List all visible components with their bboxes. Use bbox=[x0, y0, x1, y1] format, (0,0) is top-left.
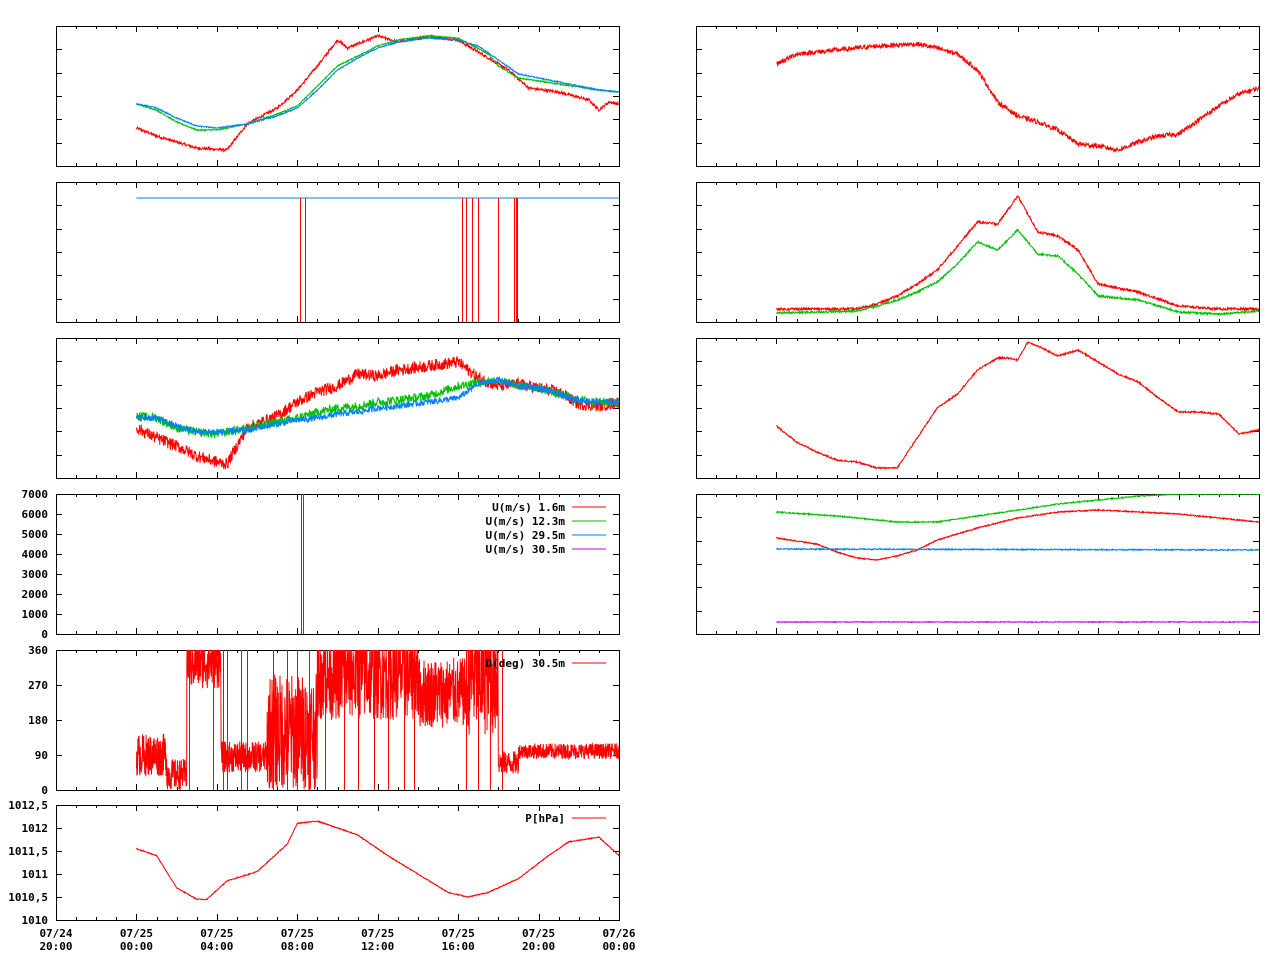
x-tick-time: 20:00 bbox=[39, 940, 72, 953]
plot-frame bbox=[696, 26, 1260, 167]
legend-label: U(m/s) 29.5m bbox=[486, 529, 566, 542]
y-tick-label: 0 bbox=[41, 628, 48, 641]
y-tick-label: 1011 bbox=[22, 868, 49, 881]
series-line bbox=[776, 507, 1259, 561]
y-tick-label: 3000 bbox=[22, 568, 49, 581]
series-group bbox=[776, 494, 1259, 624]
panel-r1 bbox=[696, 26, 1260, 167]
y-tick-label: 1010 bbox=[22, 914, 49, 927]
x-tick-time: 00:00 bbox=[602, 940, 635, 953]
panel-r4 bbox=[696, 494, 1260, 635]
y-tick-label: 6000 bbox=[22, 508, 49, 521]
x-tick-date: 07/25 bbox=[442, 927, 475, 940]
y-tick-label: 1011,5 bbox=[8, 845, 48, 858]
x-tick-time: 08:00 bbox=[281, 940, 314, 953]
series-line bbox=[135, 376, 619, 436]
legend-label: D(deg) 30.5m bbox=[486, 657, 566, 670]
series-line bbox=[776, 620, 1259, 624]
panel-l3 bbox=[56, 338, 620, 479]
x-tick-date: 07/25 bbox=[522, 927, 555, 940]
panel-l1 bbox=[56, 26, 620, 167]
panel-l4: 0 1000 2000 3000 4000 5000 6000 7000 U(m/s) 1.6m… bbox=[22, 488, 620, 641]
y-tick-label: 1010,5 bbox=[8, 891, 48, 904]
x-tick-time: 04:00 bbox=[200, 940, 233, 953]
legend-label: P[hPa] bbox=[525, 812, 565, 825]
y-tick-label: 1012,5 bbox=[8, 799, 48, 812]
plot-frame bbox=[56, 182, 620, 323]
series-line bbox=[776, 41, 1259, 153]
series-line bbox=[135, 33, 619, 154]
y-tick-label: 1012 bbox=[22, 822, 49, 835]
series-line bbox=[136, 820, 619, 901]
series-line bbox=[135, 34, 619, 132]
series-group bbox=[135, 650, 619, 790]
panel-r3 bbox=[696, 338, 1260, 479]
legend-label: U(m/s) 30.5m bbox=[486, 543, 566, 556]
series-line bbox=[135, 650, 619, 790]
panel-l5: 0 90 180 270 360 D(deg) 30.5m bbox=[28, 644, 620, 797]
series-group bbox=[136, 820, 619, 901]
x-tick-time: 20:00 bbox=[522, 940, 555, 953]
series-group bbox=[135, 33, 619, 154]
series-group bbox=[776, 341, 1259, 470]
series-group bbox=[776, 41, 1259, 153]
y-tick-label: 360 bbox=[28, 644, 48, 657]
y-tick-label: 7000 bbox=[22, 488, 49, 501]
legend-label: U(m/s) 1.6m bbox=[492, 501, 565, 514]
x-tick-date: 07/25 bbox=[120, 927, 153, 940]
x-tick-time: 12:00 bbox=[361, 940, 394, 953]
y-tick-label: 2000 bbox=[22, 588, 49, 601]
plot-frame bbox=[696, 182, 1260, 323]
y-tick-label: 5000 bbox=[22, 528, 49, 541]
y-tick-label: 4000 bbox=[22, 548, 49, 561]
series-line bbox=[136, 36, 619, 130]
x-tick-date: 07/24 bbox=[39, 927, 72, 940]
series-line bbox=[776, 228, 1259, 317]
y-tick-label: 90 bbox=[35, 749, 48, 762]
series-line bbox=[776, 547, 1259, 553]
y-tick-label: 270 bbox=[28, 679, 48, 692]
series-group bbox=[136, 197, 619, 322]
x-tick-time: 00:00 bbox=[120, 940, 153, 953]
series-line bbox=[776, 494, 1259, 524]
series-group bbox=[301, 494, 304, 634]
x-tick-date: 07/26 bbox=[602, 927, 635, 940]
y-tick-label: 1000 bbox=[22, 608, 49, 621]
y-tick-label: 0 bbox=[41, 784, 48, 797]
plot-frame bbox=[56, 26, 620, 167]
series-group bbox=[135, 356, 619, 470]
x-tick-date: 07/25 bbox=[281, 927, 314, 940]
x-tick-date: 07/25 bbox=[200, 927, 233, 940]
series-line bbox=[776, 195, 1259, 312]
series-group bbox=[776, 195, 1259, 317]
series-line bbox=[776, 341, 1259, 470]
panel-r2 bbox=[696, 182, 1260, 323]
x-tick-time: 16:00 bbox=[442, 940, 475, 953]
y-tick-label: 180 bbox=[28, 714, 48, 727]
legend-label: U(m/s) 12.3m bbox=[486, 515, 566, 528]
x-tick-date: 07/25 bbox=[361, 927, 394, 940]
panel-l6: 10101010,510111011,510121012,507/2420:00… bbox=[8, 799, 636, 953]
series-line bbox=[135, 356, 619, 470]
panel-l2 bbox=[56, 182, 620, 323]
